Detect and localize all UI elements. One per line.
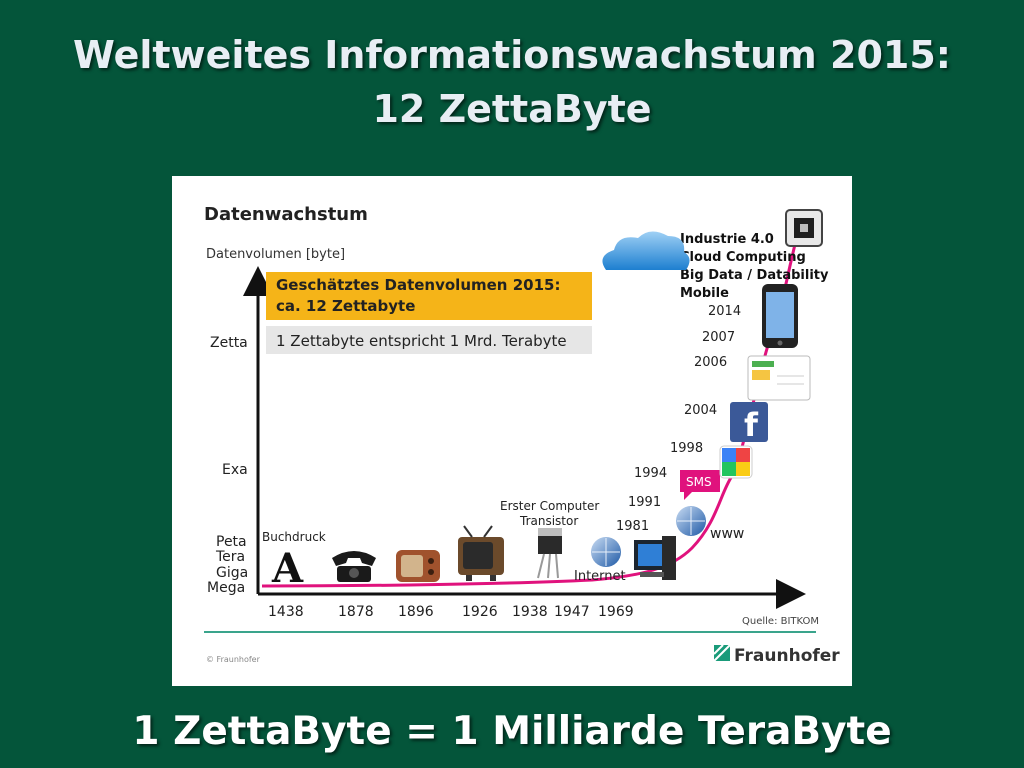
- annotation-computer-2: Transistor: [519, 514, 578, 528]
- era-label: Big Data / Datability: [680, 268, 829, 283]
- milestone-year: 1994: [634, 466, 667, 481]
- milestone-year: 2007: [702, 330, 735, 345]
- x-tick-label: 1938: [512, 604, 548, 620]
- annotation-internet: Internet: [574, 569, 626, 584]
- printing-letter-icon: A: [271, 545, 304, 592]
- sms-icon: SMS: [680, 470, 720, 500]
- title-line-2: 12 ZettaByte: [372, 87, 652, 131]
- fraunhofer-logo-text: Fraunhofer: [734, 646, 840, 666]
- computer-icon: [634, 536, 676, 580]
- copyright-text: © Fraunhofer: [206, 655, 261, 664]
- radio-icon: [396, 550, 440, 582]
- y-tick-label: Exa: [222, 462, 248, 478]
- chart-svg: Datenwachstum Datenvolumen [byte] Zetta …: [204, 204, 840, 666]
- x-tick-label: 1947: [554, 604, 590, 620]
- y-tick-label: Peta: [216, 534, 247, 550]
- milestone-years: 2014 2007 2006 2004 1998 1994 1991 1981: [616, 304, 741, 534]
- x-tick-labels: 1438 1878 1896 1926 1938 1947 1969: [268, 604, 634, 620]
- smartphone-icon: [762, 284, 798, 348]
- television-icon: [458, 525, 504, 581]
- svg-text:f: f: [744, 406, 759, 444]
- x-tick-label: 1896: [398, 604, 434, 620]
- milestone-year: 2006: [694, 355, 727, 370]
- x-tick-label: 1878: [338, 604, 374, 620]
- source-text: Quelle: BITKOM: [742, 616, 819, 627]
- chart-panel: Datenwachstum Datenvolumen [byte] Zetta …: [172, 176, 852, 686]
- era-label: Industrie 4.0: [680, 232, 774, 247]
- www-globe-icon: [676, 506, 706, 536]
- chart-title: Datenwachstum: [204, 204, 368, 225]
- era-label: Cloud Computing: [680, 250, 806, 265]
- google-icon: [719, 445, 753, 479]
- milestone-year: 1991: [628, 495, 661, 510]
- highlight-box: [266, 272, 592, 320]
- telephone-icon: [332, 551, 376, 582]
- cloud-icon: [602, 231, 690, 270]
- sms-label: SMS: [686, 475, 712, 489]
- health-card-icon: [747, 355, 811, 401]
- annotation-www: www: [710, 526, 744, 542]
- y-tick-label: Giga: [216, 565, 248, 581]
- era-label: Mobile: [680, 286, 729, 301]
- highlight-line-2: ca. 12 Zettabyte: [276, 297, 415, 315]
- milestone-year: 2014: [708, 304, 741, 319]
- fraunhofer-logo-mark: [713, 644, 731, 662]
- milestone-year: 1981: [616, 519, 649, 534]
- annotation-buchdruck: Buchdruck: [262, 530, 326, 544]
- svg-text:A: A: [271, 545, 304, 592]
- x-tick-label: 1969: [598, 604, 634, 620]
- y-tick-label: Tera: [215, 549, 245, 565]
- y-tick-labels: Zetta Exa Peta Tera Giga Mega: [207, 335, 248, 596]
- title-line-1: Weltweites Informationswachstum 2015:: [73, 33, 951, 77]
- transistor-icon: [537, 528, 562, 579]
- chip-icon: [785, 209, 823, 247]
- facebook-icon: f: [730, 402, 768, 444]
- x-tick-label: 1438: [268, 604, 304, 620]
- x-tick-label: 1926: [462, 604, 498, 620]
- slide-title: Weltweites Informationswachstum 2015: 12…: [0, 28, 1024, 136]
- milestone-year: 2004: [684, 403, 717, 418]
- note-box: [266, 326, 592, 354]
- slide-footer: 1 ZettaByte = 1 Milliarde TeraByte: [132, 709, 892, 754]
- globe-icon: [591, 537, 621, 567]
- annotation-computer-1: Erster Computer: [500, 499, 599, 513]
- milestone-year: 1998: [670, 441, 703, 456]
- note-text: 1 Zettabyte entspricht 1 Mrd. Terabyte: [276, 332, 567, 350]
- y-tick-label: Mega: [207, 580, 245, 596]
- era-labels: Industrie 4.0 Cloud Computing Big Data /…: [680, 232, 829, 301]
- y-tick-label: Zetta: [210, 335, 248, 351]
- highlight-line-1: Geschätztes Datenvolumen 2015:: [276, 276, 560, 294]
- y-axis-label: Datenvolumen [byte]: [206, 247, 345, 262]
- fraunhofer-logo: Fraunhofer: [713, 644, 840, 666]
